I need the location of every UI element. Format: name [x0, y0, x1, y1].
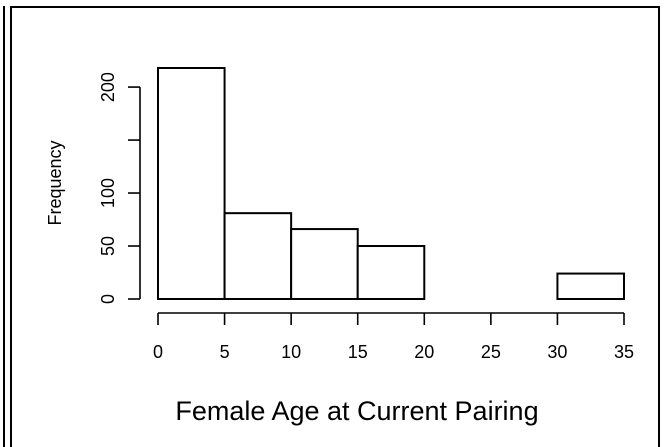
- x-axis: 0 5 10 15 20 25 30 35: [153, 312, 634, 362]
- y-axis: 0 50 100 200: [98, 72, 141, 304]
- figure-frame: [10, 6, 660, 447]
- histogram-bar: [290, 228, 359, 301]
- histogram-bar: [556, 272, 626, 301]
- x-tick-label: 5: [220, 342, 230, 362]
- bars-group: [157, 67, 626, 301]
- histogram-bar: [356, 245, 426, 300]
- y-tick-label: 0: [98, 294, 118, 304]
- y-tick-label: 50: [98, 236, 118, 256]
- left-border-line: [3, 6, 5, 447]
- histogram-bar: [157, 67, 226, 300]
- x-tick-label: 0: [153, 342, 163, 362]
- x-tick-label: 20: [414, 342, 434, 362]
- x-tick-label: 15: [348, 342, 368, 362]
- x-tick-label: 35: [614, 342, 634, 362]
- histogram-bar: [223, 212, 293, 300]
- x-tick-label: 30: [547, 342, 567, 362]
- x-tick-label: 25: [481, 342, 501, 362]
- y-tick-label: 200: [98, 72, 118, 102]
- y-axis-label: Frequency: [45, 140, 65, 225]
- x-axis-label: Female Age at Current Pairing: [175, 396, 538, 426]
- y-tick-label: 100: [98, 178, 118, 208]
- x-tick-label: 10: [281, 342, 301, 362]
